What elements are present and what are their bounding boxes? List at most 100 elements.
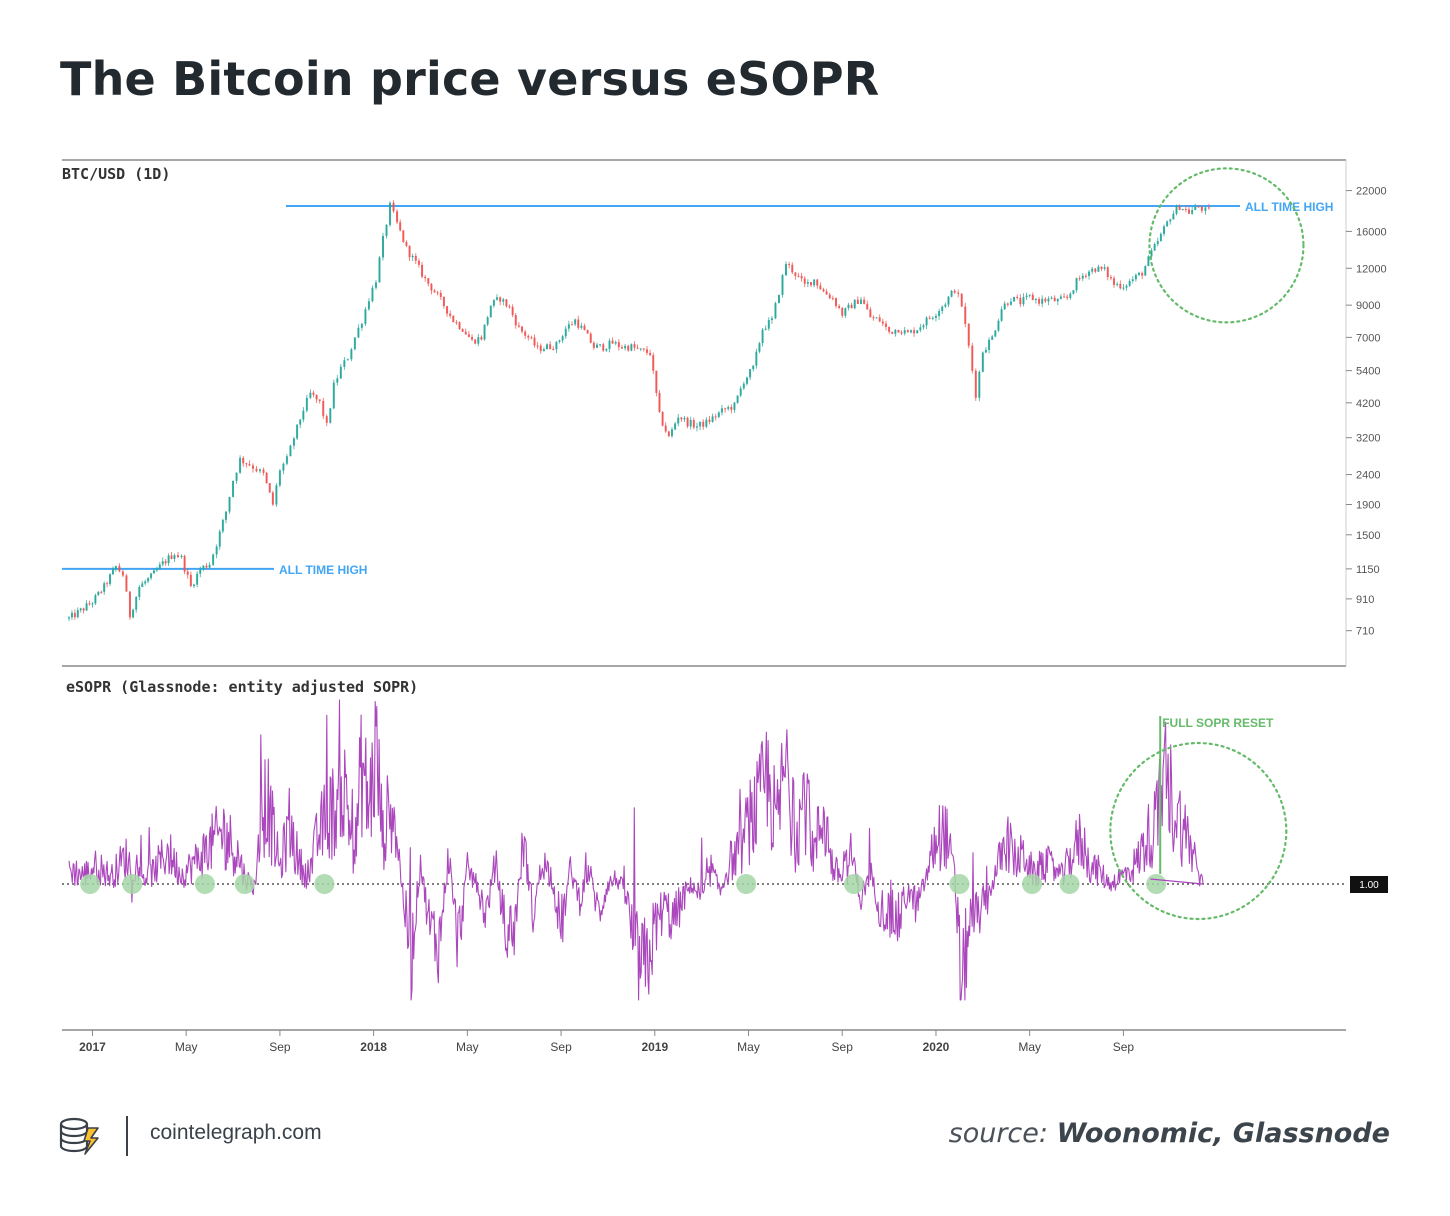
price-candle	[574, 319, 577, 325]
price-candle	[1038, 299, 1041, 304]
price-candle	[608, 340, 611, 349]
price-candle	[909, 330, 912, 333]
price-candle	[332, 382, 335, 409]
price-candle	[1056, 298, 1059, 302]
price-candle	[791, 264, 794, 273]
price-candle	[931, 317, 934, 319]
price-candle	[399, 222, 402, 231]
sopr-reset-marker	[234, 874, 255, 894]
price-series	[68, 200, 1210, 622]
price-candle	[271, 492, 274, 505]
price-candle	[761, 329, 764, 344]
price-candle	[828, 294, 831, 299]
price-candle	[1191, 209, 1194, 214]
price-candle	[1063, 296, 1066, 298]
price-candle	[546, 344, 549, 350]
price-candle	[938, 311, 941, 317]
price-candle	[727, 406, 730, 409]
price-candle	[176, 555, 179, 558]
price-candle	[374, 282, 377, 288]
price-candle	[496, 297, 499, 300]
y-tick-label: 910	[1356, 594, 1374, 606]
price-candle	[788, 264, 791, 266]
y-tick-label: 1900	[1356, 500, 1380, 512]
y-tick-label: 12000	[1356, 263, 1387, 275]
price-candle	[144, 581, 147, 584]
price-candle	[1016, 296, 1019, 298]
price-candle	[439, 292, 442, 297]
price-candle	[1200, 206, 1203, 211]
price-candle	[315, 394, 318, 400]
price-candle	[350, 349, 353, 360]
price-candle	[1144, 266, 1147, 276]
price-candle	[524, 331, 527, 336]
price-candle	[97, 591, 100, 596]
price-candle	[825, 291, 828, 295]
price-candle	[614, 342, 617, 344]
price-candle	[235, 472, 238, 481]
x-tick-label: Sep	[269, 1040, 291, 1054]
price-candle	[471, 337, 474, 340]
price-candle	[278, 470, 281, 486]
price-candle	[1153, 244, 1156, 251]
price-candle	[170, 555, 173, 559]
price-candle	[819, 285, 822, 290]
price-candle	[1066, 296, 1069, 298]
price-candle	[745, 377, 748, 384]
price-candle	[853, 299, 856, 309]
full-reset-label: FULL SOPR RESET	[1162, 716, 1274, 730]
price-candle	[1084, 275, 1087, 277]
price-candle	[1034, 299, 1037, 301]
price-candle	[318, 399, 321, 401]
price-candle	[692, 420, 695, 428]
price-candle	[1041, 298, 1044, 304]
price-candle	[262, 469, 265, 473]
price-candle	[916, 330, 919, 334]
price-candle	[856, 299, 859, 304]
price-candle	[891, 331, 894, 334]
price-candle	[499, 297, 502, 302]
price-candle	[424, 276, 427, 279]
price-candle	[225, 511, 228, 520]
price-candle	[1088, 271, 1091, 277]
price-candle	[564, 328, 567, 337]
price-candle	[483, 324, 486, 340]
price-candle	[1169, 219, 1172, 222]
price-candle	[202, 565, 205, 569]
price-candle	[1159, 233, 1162, 242]
price-candle	[292, 438, 295, 446]
price-candle	[1097, 266, 1100, 272]
price-candle	[82, 608, 85, 611]
cointelegraph-coins-icon	[59, 1117, 99, 1155]
price-candle	[305, 397, 308, 411]
price-candle	[897, 329, 900, 333]
price-candle	[758, 343, 761, 352]
price-candle	[417, 260, 420, 265]
price-candle	[125, 575, 128, 592]
price-candle	[838, 305, 841, 309]
site-name[interactable]: cointelegraph.com	[150, 1121, 322, 1144]
price-candle	[755, 351, 758, 366]
price-candle	[215, 546, 218, 555]
sopr-reset-marker	[949, 874, 970, 894]
price-candle	[971, 345, 974, 371]
price-candle	[70, 612, 73, 618]
price-candle	[502, 299, 505, 302]
price-candle	[620, 347, 623, 349]
y-tick-label: 5400	[1356, 366, 1380, 378]
price-candle	[296, 424, 299, 439]
price-candle	[967, 323, 970, 346]
price-candle	[991, 336, 994, 340]
price-candle	[88, 603, 91, 605]
price-candle	[232, 480, 235, 497]
price-candle	[774, 303, 777, 319]
price-candle	[717, 412, 720, 417]
price-candle	[831, 298, 834, 300]
price-candle	[733, 402, 736, 410]
price-candle	[309, 392, 312, 398]
price-candle	[888, 326, 891, 332]
x-tick-label: May	[175, 1040, 198, 1054]
price-candle	[800, 275, 803, 279]
price-candle	[268, 483, 271, 493]
